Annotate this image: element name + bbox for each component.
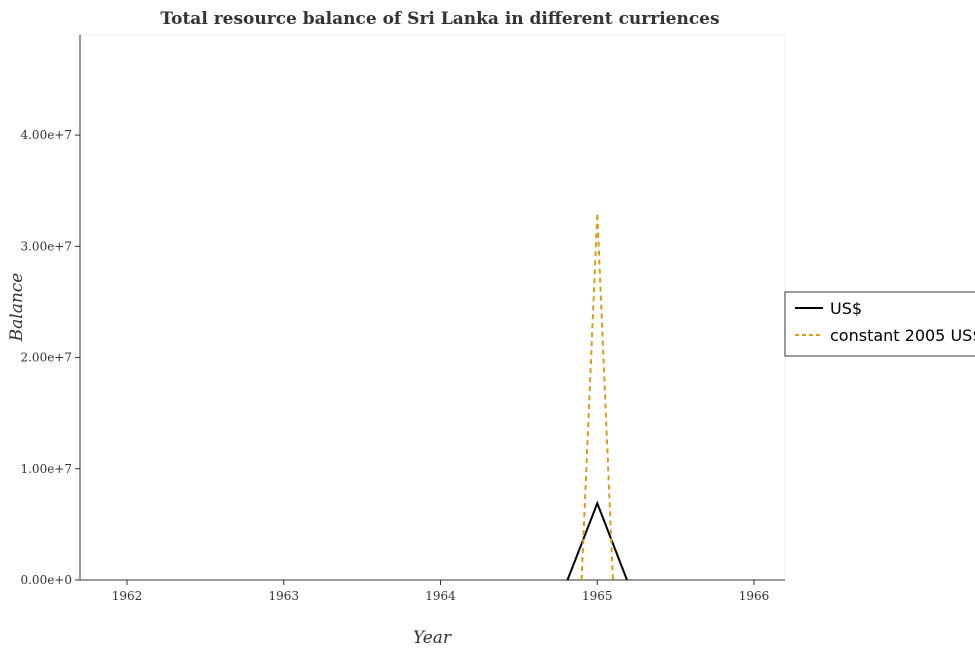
y-tick-label: 3.00e+7 [20, 239, 72, 253]
legend-box [784, 291, 975, 357]
y-tick-label: 4.00e+7 [20, 128, 72, 142]
series-line-constant-2005-usd [580, 212, 614, 581]
chart-title: Total resource balance of Sri Lanka in d… [160, 9, 719, 29]
series-layer [566, 212, 628, 581]
legend-label-usd: US$ [830, 299, 862, 318]
legend: US$ constant 2005 US$ [784, 291, 975, 357]
x-tick-label: 1962 [112, 589, 143, 603]
y-ticks: 0.00e+0 1.00e+7 2.00e+7 3.00e+7 4.00e+7 [20, 128, 80, 587]
x-tick-label: 1964 [425, 589, 456, 603]
series-line-usd [566, 500, 628, 581]
legend-label-constant-2005: constant 2005 US$ [830, 326, 975, 345]
x-tick-label: 1966 [739, 589, 770, 603]
x-tick-label: 1965 [582, 589, 613, 603]
y-tick-label: 0.00e+0 [20, 573, 72, 587]
y-axis-label: Balance [7, 273, 27, 343]
x-tick-label: 1963 [268, 589, 299, 603]
y-tick-label: 2.00e+7 [20, 351, 72, 365]
y-tick-label: 1.00e+7 [20, 462, 72, 476]
x-axis-label: Year [413, 628, 452, 648]
x-ticks: 1962 1963 1964 1965 1966 [112, 580, 770, 603]
plot-area [79, 34, 786, 581]
